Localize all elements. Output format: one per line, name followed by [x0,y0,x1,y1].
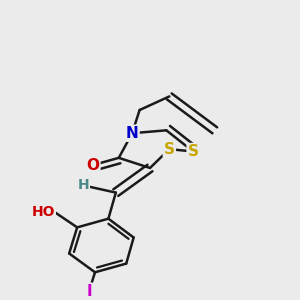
Text: O: O [86,158,99,172]
Text: HO: HO [32,205,55,219]
Text: S: S [164,142,175,157]
Text: S: S [188,144,199,159]
Text: H: H [77,178,89,192]
Text: N: N [126,126,139,141]
Text: I: I [86,284,92,298]
